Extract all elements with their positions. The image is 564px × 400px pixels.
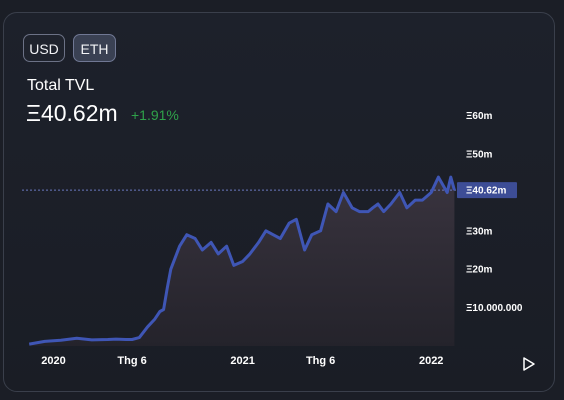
y-tick-label: Ξ50m [466, 150, 493, 161]
current-value-badge: Ξ40.62m [457, 182, 517, 199]
y-axis: Ξ10.000.000Ξ20mΞ30mΞ40mΞ50mΞ60m [466, 111, 523, 314]
eth-toggle-button[interactable]: ETH [73, 34, 116, 62]
tvl-label: Total TVL [27, 77, 95, 94]
play-button[interactable] [523, 357, 535, 371]
y-tick-label: Ξ10.000.000 [466, 303, 523, 314]
x-tick-label: Thg 6 [117, 355, 146, 367]
tvl-value: Ξ40.62m [26, 100, 118, 126]
x-tick-label: Thg 6 [306, 355, 335, 367]
y-tick-label: Ξ20m [466, 265, 493, 276]
svg-text:Ξ40.62m: Ξ40.62m [466, 186, 506, 197]
play-icon[interactable] [523, 357, 535, 371]
x-axis: 2020 Thg 6 2021 Thg 6 2022 [41, 355, 443, 367]
tvl-change: +1.91% [131, 107, 179, 123]
y-tick-label: Ξ30m [466, 226, 493, 237]
x-tick-label: 2022 [419, 355, 443, 367]
tvl-area [29, 177, 455, 346]
usd-toggle-button[interactable]: USD [23, 34, 65, 62]
y-tick-label: Ξ60m [466, 111, 493, 122]
x-tick-label: 2021 [230, 355, 254, 367]
tvl-line [28, 175, 456, 346]
x-tick-label: 2020 [41, 355, 65, 367]
